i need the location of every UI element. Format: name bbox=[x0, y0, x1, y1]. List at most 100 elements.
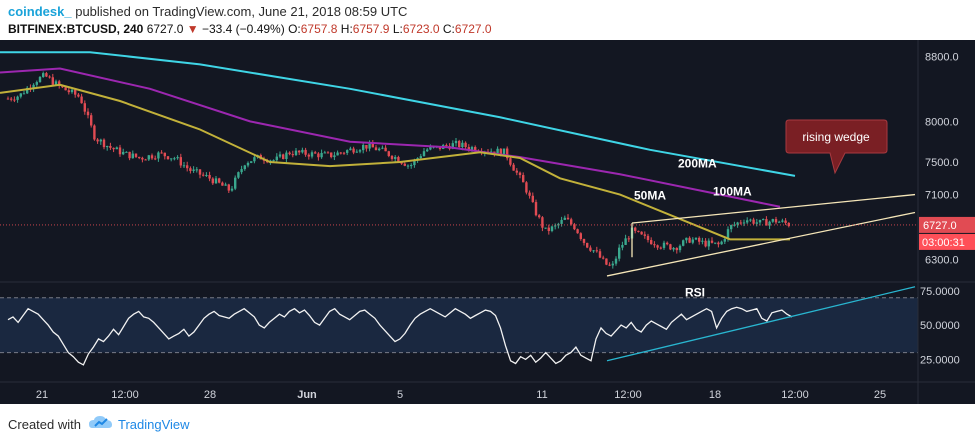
candle-body bbox=[627, 238, 630, 240]
chart-footer: Created with TradingView bbox=[0, 404, 975, 442]
candle-body bbox=[90, 115, 93, 126]
candle-body bbox=[384, 147, 387, 152]
tradingview-logo-icon[interactable] bbox=[88, 414, 114, 437]
candle-body bbox=[221, 182, 224, 186]
candle-body bbox=[54, 81, 58, 85]
candle-body bbox=[720, 241, 723, 245]
candle-body bbox=[685, 237, 688, 241]
candle-body bbox=[547, 227, 550, 231]
low-value: 6723.0 bbox=[402, 22, 440, 36]
time-tick-label: 18 bbox=[709, 389, 721, 401]
candle-body bbox=[339, 152, 342, 154]
candle-body bbox=[211, 178, 214, 184]
candle-body bbox=[784, 220, 787, 223]
candle-body bbox=[160, 152, 163, 154]
brand-name[interactable]: coindesk_ bbox=[8, 4, 72, 19]
candle-body bbox=[195, 169, 198, 171]
candle-body bbox=[496, 148, 499, 154]
candle-body bbox=[576, 229, 579, 234]
candle-body bbox=[688, 237, 691, 243]
tradingview-brand[interactable]: TradingView bbox=[118, 417, 190, 432]
candle-body bbox=[170, 158, 173, 160]
candle-body bbox=[634, 227, 637, 231]
candle-body bbox=[330, 152, 333, 158]
candle-body bbox=[282, 154, 285, 159]
candle-body bbox=[128, 151, 131, 159]
candle-body bbox=[755, 222, 758, 224]
candle-body bbox=[669, 244, 672, 250]
candle-body bbox=[592, 250, 595, 252]
wedge-line-0 bbox=[631, 193, 916, 224]
ma-annotation-label: 200MA bbox=[678, 157, 717, 171]
time-tick-label: 25 bbox=[874, 389, 886, 401]
chart-header: coindesk_ published on TradingView.com, … bbox=[0, 0, 975, 40]
candle-body bbox=[589, 247, 592, 251]
candle-body bbox=[445, 145, 448, 147]
candle-body bbox=[778, 221, 781, 223]
candle-body bbox=[563, 217, 566, 220]
rsi-title: RSI bbox=[685, 285, 705, 299]
price-tick-label: 6300.0 bbox=[925, 255, 959, 267]
candle-body bbox=[454, 140, 458, 144]
candle-body bbox=[74, 89, 77, 95]
ma-annotation-label: 100MA bbox=[713, 184, 752, 198]
candle-body bbox=[291, 154, 294, 156]
callout-text: rising wedge bbox=[802, 130, 870, 144]
candle-body bbox=[781, 220, 784, 222]
rsi-tick-label: 50.0000 bbox=[920, 320, 960, 332]
candle-body bbox=[154, 158, 157, 160]
candle-body bbox=[317, 153, 320, 158]
low-label: L: bbox=[392, 22, 403, 36]
candle-body bbox=[726, 229, 730, 240]
symbol-line: BITFINEX:BTCUSD, 240 6727.0 ▼ −33.4 (−0.… bbox=[8, 22, 492, 36]
candle-body bbox=[22, 93, 26, 95]
candle-body bbox=[387, 151, 390, 156]
candle-body bbox=[301, 149, 304, 153]
time-tick-label: 5 bbox=[397, 389, 403, 401]
candle-body bbox=[298, 150, 301, 153]
candle-body bbox=[138, 156, 141, 158]
high-value: 6757.9 bbox=[352, 22, 390, 36]
candle-body bbox=[730, 225, 733, 230]
candle-body bbox=[659, 247, 662, 249]
candle-body bbox=[336, 152, 339, 156]
candle-body bbox=[173, 158, 176, 160]
candle-body bbox=[518, 172, 522, 176]
candle-body bbox=[624, 238, 627, 245]
candle-body bbox=[96, 139, 99, 142]
candle-body bbox=[250, 161, 253, 163]
candle-body bbox=[106, 145, 109, 148]
candle-body bbox=[80, 96, 83, 104]
candle-body bbox=[157, 152, 160, 159]
candle-body bbox=[560, 219, 563, 224]
candle-body bbox=[358, 150, 362, 152]
candle-body bbox=[64, 87, 67, 91]
candle-body bbox=[723, 239, 726, 242]
price-tick-label: 8800.0 bbox=[925, 51, 959, 63]
candle-body bbox=[579, 233, 582, 239]
candle-body bbox=[426, 149, 429, 152]
candle-body bbox=[346, 150, 349, 153]
candle-body bbox=[349, 148, 352, 151]
candle-body bbox=[83, 103, 86, 112]
close-value: 6727.0 bbox=[454, 22, 492, 36]
candle-body bbox=[272, 160, 275, 162]
candle-body bbox=[134, 153, 138, 157]
candle-body bbox=[67, 90, 70, 93]
candle-body bbox=[643, 234, 646, 236]
candle-body bbox=[374, 147, 378, 151]
price-chart[interactable]: RSI 8800.0 8000.0 7500.0 7100.0 6300.0 75.000… bbox=[0, 40, 975, 404]
time-tick-label: 12:00 bbox=[614, 389, 642, 401]
candle-body bbox=[400, 162, 403, 164]
candle-body bbox=[515, 170, 518, 173]
candle-body bbox=[285, 152, 288, 159]
candle-body bbox=[413, 160, 416, 166]
ma-line-100ma bbox=[0, 67, 781, 208]
candle-body bbox=[464, 142, 467, 148]
candle-body bbox=[144, 159, 147, 161]
wedge-line-1 bbox=[606, 211, 916, 277]
candle-body bbox=[458, 140, 461, 148]
candle-body bbox=[352, 148, 355, 153]
candle-body bbox=[714, 242, 717, 244]
candle-body bbox=[461, 142, 464, 148]
